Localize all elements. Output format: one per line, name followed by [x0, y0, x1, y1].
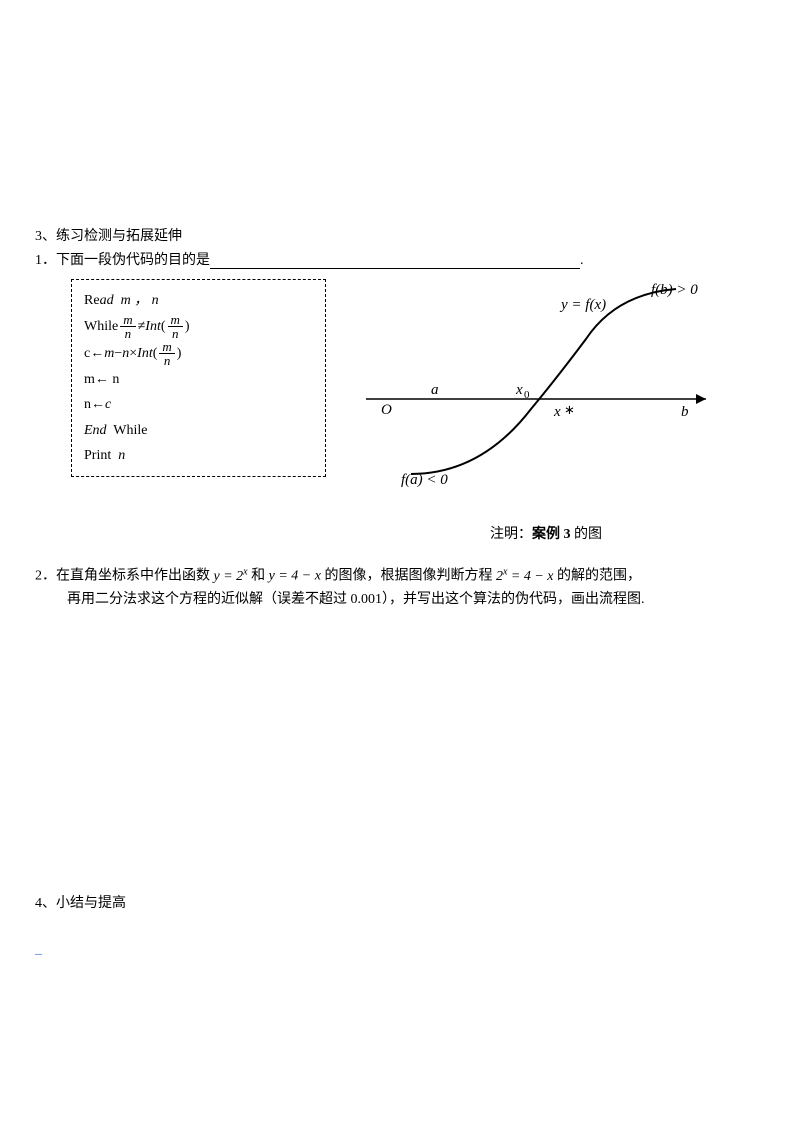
frac-mn-3: mn	[159, 340, 174, 367]
pseudo-line-5: n← c	[84, 392, 313, 417]
frac-n3: n	[161, 354, 174, 367]
while-kw: While	[84, 314, 118, 339]
function-graph: O a x 0 x ∗ b y = f(x) f(b) > 0 f(a) < 0	[356, 279, 736, 519]
svg-text:y = f(x): y = f(x)	[559, 297, 606, 313]
while-kw-2: While	[107, 418, 148, 443]
times: ×	[129, 341, 137, 366]
svg-text:b: b	[681, 404, 689, 420]
pseudo-line-2: While mn ≠ Int(mn)	[84, 313, 313, 340]
read-re: Re	[84, 288, 100, 313]
pseudo-line-7: Print n	[84, 443, 313, 468]
arrow-1: ←	[90, 341, 104, 366]
n-assign: n←	[84, 392, 105, 417]
end-kw: End	[84, 418, 107, 443]
q2-y1-base: y = 2	[214, 569, 244, 584]
graph-caption: 注明：案例 3 的图	[356, 523, 736, 543]
caption-bold: 案例 3	[532, 527, 574, 542]
read-vars: m ， n	[114, 288, 159, 313]
q2-y2: y = 4 − x	[269, 569, 321, 584]
pseudo-line-1: Read m ， n	[84, 288, 313, 313]
n-var: n	[122, 341, 129, 366]
q1-num: 1．	[35, 253, 56, 268]
q1-line: 1．下面一段伪代码的目的是.	[35, 249, 765, 269]
svg-text:x: x	[553, 404, 561, 420]
q1-text: 下面一段伪代码的目的是	[56, 253, 210, 268]
svg-text:0: 0	[524, 389, 530, 401]
svg-text:O: O	[381, 402, 392, 418]
q2-p3: 的图像，根据图像判断方程	[321, 569, 496, 584]
q2: 2．在直角坐标系中作出函数 y = 2x 和 y = 4 − x 的图像，根据图…	[35, 563, 765, 612]
graph-container: O a x 0 x ∗ b y = f(x) f(b) > 0 f(a) < 0…	[356, 279, 736, 543]
svg-text:∗: ∗	[564, 402, 575, 417]
frac-mn-2: mn	[168, 313, 183, 340]
blue-dash: _	[35, 942, 765, 958]
int-fn-2: Int	[137, 341, 153, 366]
graph-svg: O a x 0 x ∗ b y = f(x) f(b) > 0 f(a) < 0	[356, 279, 736, 489]
frac-m: m	[120, 313, 135, 327]
frac-m3: m	[159, 340, 174, 354]
pseudo-line-3: c← m − n× Int(mn)	[84, 340, 313, 367]
q2-eq2: = 4 − x	[507, 569, 553, 584]
pseudo-line-6: End While	[84, 418, 313, 443]
c-ital: c	[105, 392, 111, 417]
print-pr: Pr	[84, 443, 96, 468]
q1-period: .	[580, 253, 584, 268]
caption-suffix: 的图	[574, 527, 602, 542]
frac-mn-1: mn	[120, 313, 135, 340]
caption-prefix: 注明：	[490, 527, 532, 542]
q2-eq: 2x = 4 − x	[496, 569, 554, 584]
read-ad: ad	[100, 288, 114, 313]
frac-m2: m	[168, 313, 183, 327]
frac-n: n	[122, 327, 135, 340]
q2-num: 2．	[35, 569, 56, 584]
pseudo-line-4: m← n	[84, 367, 313, 392]
pseudocode-box: Read m ， n While mn ≠ Int(mn) c← m − n× …	[71, 279, 326, 477]
int-fn-1: Int	[145, 314, 161, 339]
blank-line	[210, 255, 580, 269]
m-var: m	[104, 341, 114, 366]
q2-line2: 再用二分法求这个方程的近似解（误差不超过 0.001），并写出这个算法的伪代码，…	[35, 588, 765, 612]
q2-p4: 的解的范围，	[554, 569, 642, 584]
q2-p1: 在直角坐标系中作出函数	[56, 569, 214, 584]
svg-text:x: x	[515, 382, 523, 398]
q2-p2: 和	[248, 569, 269, 584]
svg-text:f(b) > 0: f(b) > 0	[651, 282, 698, 298]
section3-title: 3、练习检测与拓展延伸	[35, 225, 765, 245]
svg-text:f(a) < 0: f(a) < 0	[401, 472, 448, 488]
section4-title: 4、小结与提高	[35, 892, 765, 912]
q2-y1: y = 2x	[214, 569, 248, 584]
minus: −	[114, 341, 122, 366]
print-n: n	[111, 443, 125, 468]
two-column-layout: Read m ， n While mn ≠ Int(mn) c← m − n× …	[35, 279, 765, 543]
q2-eq-base: 2	[496, 569, 503, 584]
print-int: int	[96, 443, 111, 468]
svg-text:a: a	[431, 382, 439, 398]
